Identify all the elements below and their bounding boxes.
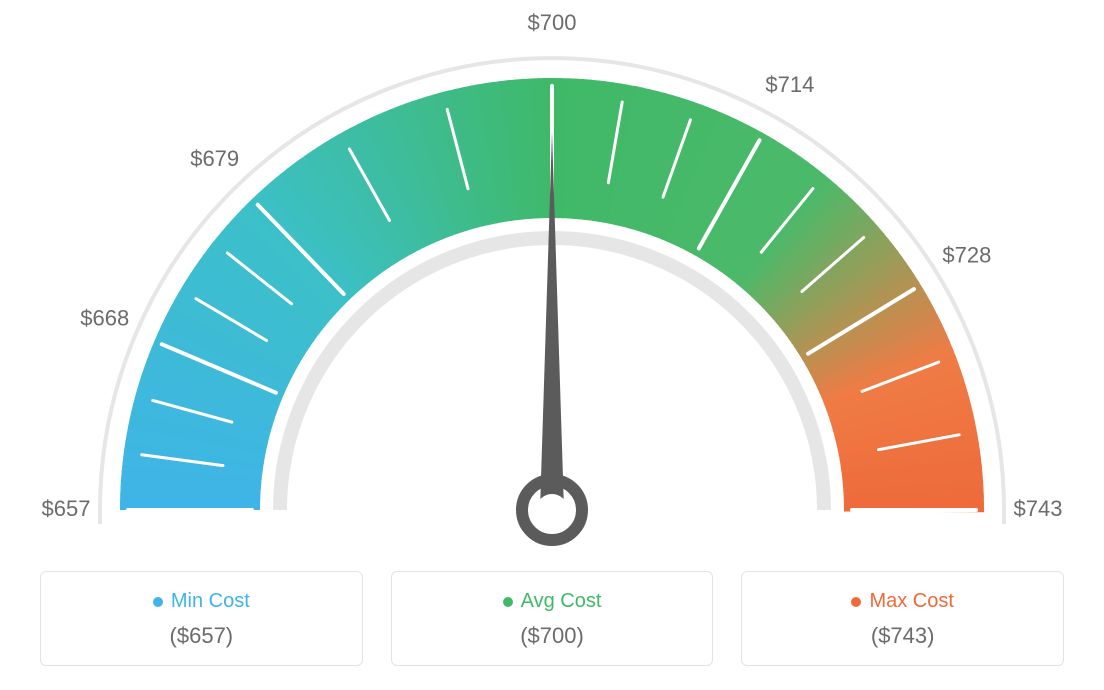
svg-text:$728: $728 xyxy=(942,243,991,268)
legend-value-max: ($743) xyxy=(752,623,1053,649)
svg-text:$743: $743 xyxy=(1014,496,1063,521)
legend-card-min: Min Cost ($657) xyxy=(40,571,363,666)
legend-label: Max Cost xyxy=(869,590,953,613)
cost-gauge: $657 $668 $679 $700 $714 $728 $743 xyxy=(0,0,1104,560)
legend-value-min: ($657) xyxy=(51,623,352,649)
legend-title-avg: Avg Cost xyxy=(503,590,602,613)
legend-card-max: Max Cost ($743) xyxy=(741,571,1064,666)
legend-row: Min Cost ($657) Avg Cost ($700) Max Cost… xyxy=(40,571,1064,666)
legend-label: Avg Cost xyxy=(521,590,602,613)
legend-title-max: Max Cost xyxy=(851,590,953,613)
svg-text:$714: $714 xyxy=(765,72,814,97)
svg-text:$679: $679 xyxy=(190,146,239,171)
dot-icon xyxy=(153,597,163,607)
svg-text:$668: $668 xyxy=(80,306,129,331)
legend-label: Min Cost xyxy=(171,590,250,613)
legend-value-avg: ($700) xyxy=(402,623,703,649)
dot-icon xyxy=(503,597,513,607)
legend-title-min: Min Cost xyxy=(153,590,250,613)
svg-text:$657: $657 xyxy=(42,496,91,521)
dot-icon xyxy=(851,597,861,607)
legend-card-avg: Avg Cost ($700) xyxy=(391,571,714,666)
svg-text:$700: $700 xyxy=(528,10,577,35)
